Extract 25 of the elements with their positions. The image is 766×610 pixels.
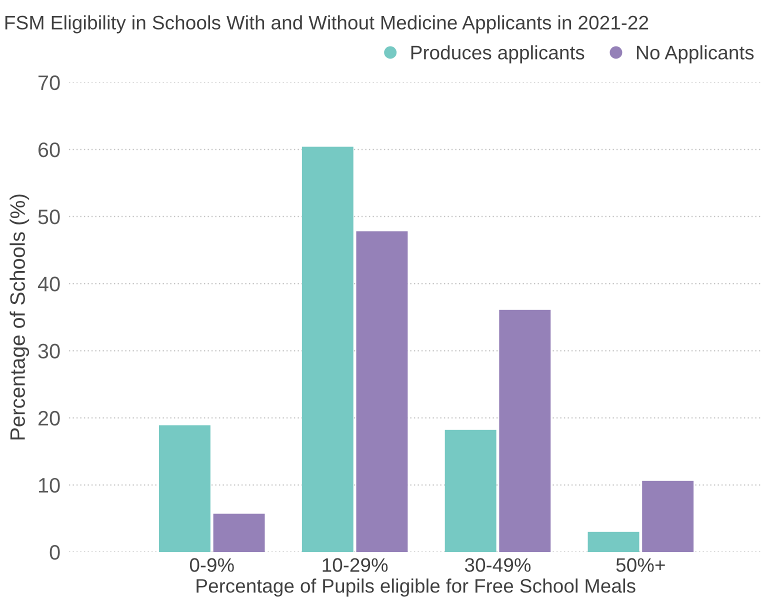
y-tick-label: 20 (38, 410, 60, 426)
y-tick-label: 40 (38, 276, 60, 292)
x-tick-label: 30-49% (464, 558, 531, 572)
y-tick-label: 0 (50, 545, 60, 560)
bar (499, 310, 551, 552)
y-tick-label: 70 (38, 75, 60, 90)
bar (158, 425, 210, 552)
bar (302, 146, 354, 552)
chart-title: FSM Eligibility in Schools With and Without Medicine Applicants in 2021-22 (5, 15, 648, 34)
y-tick-label: 30 (38, 344, 60, 359)
bar (356, 231, 408, 552)
x-tick-label: 50%+ (616, 558, 665, 572)
legend-label: Produces applicants (411, 45, 584, 64)
y-axis-title: Percentage of Schools (%) (10, 194, 30, 440)
x-axis-title: Percentage of Pupils eligible for Free School Meals (196, 578, 636, 597)
x-tick-label: 0-9% (190, 558, 234, 572)
bar (588, 532, 640, 552)
y-tick-label: 10 (39, 478, 60, 493)
bar (444, 430, 496, 552)
y-tick-label: 60 (38, 142, 60, 158)
bar (213, 514, 265, 552)
x-tick-label: 10-29% (322, 558, 388, 572)
y-tick-label: 50 (38, 210, 60, 224)
legend-label: No Applicants (637, 45, 754, 64)
bar (642, 480, 694, 552)
